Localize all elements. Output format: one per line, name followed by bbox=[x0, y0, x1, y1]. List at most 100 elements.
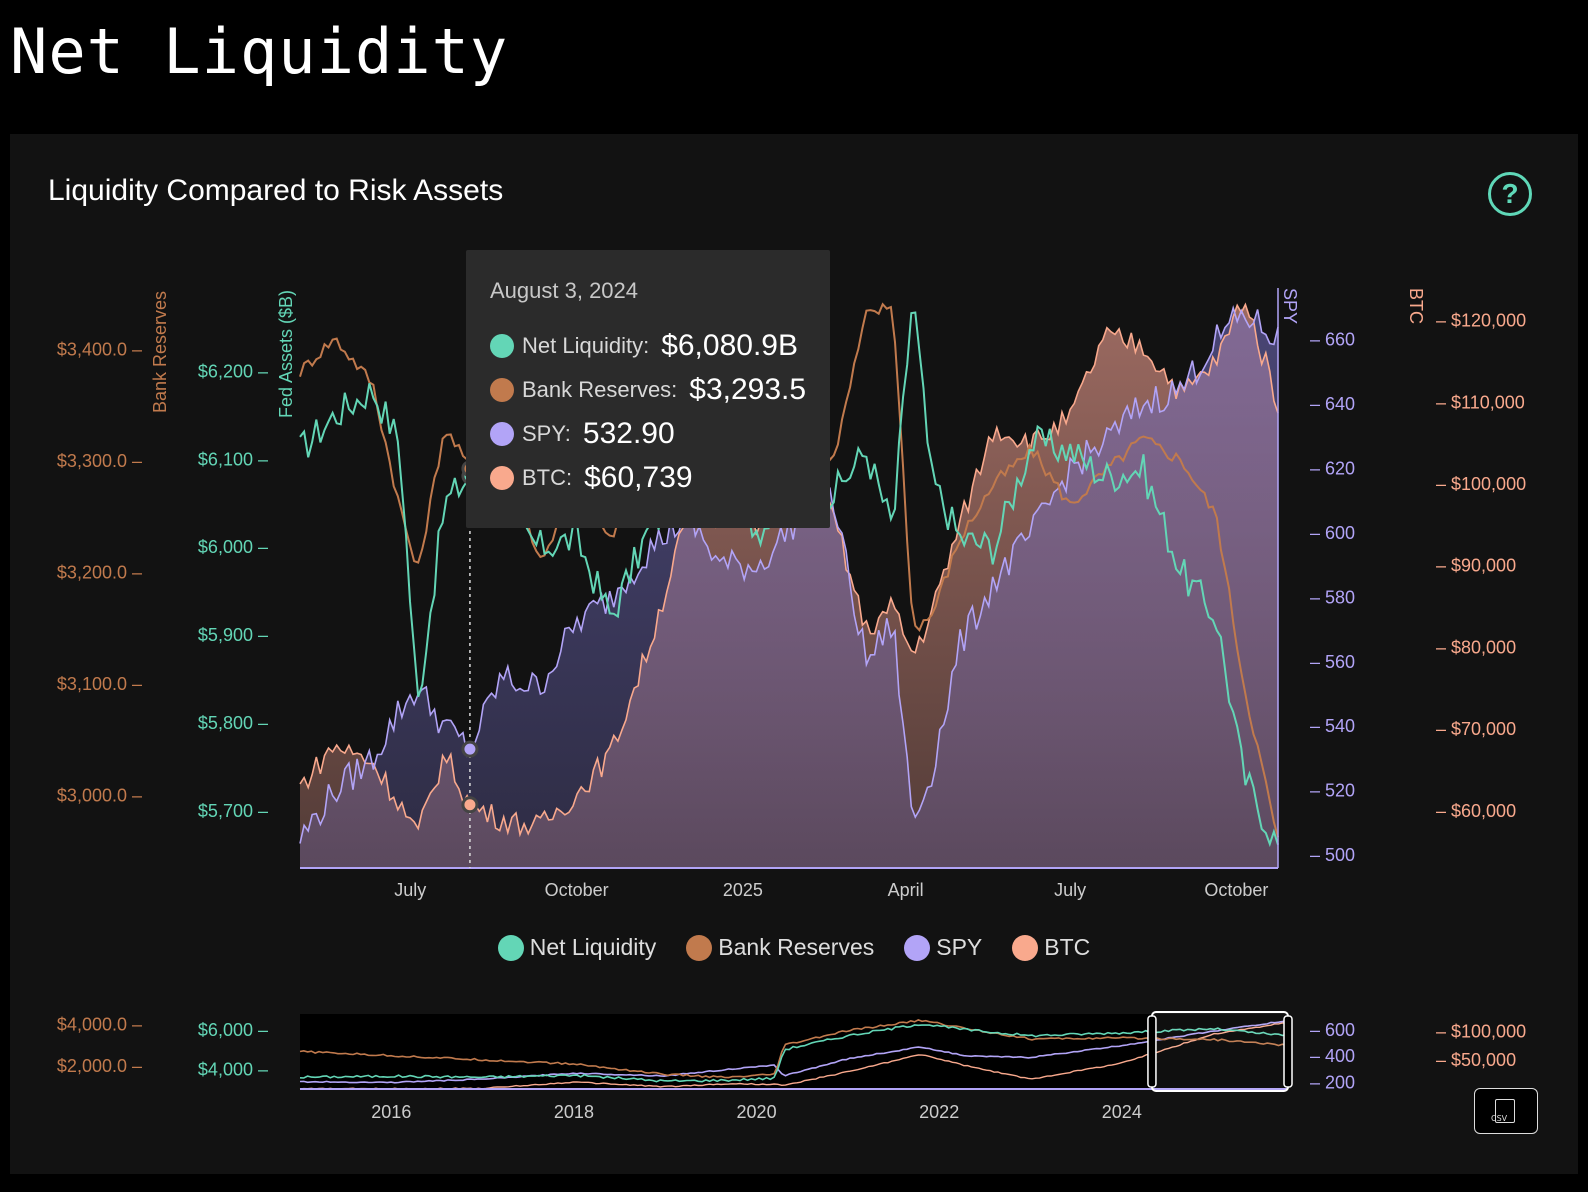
navigator-y-tick-label: $2,000.0 – bbox=[57, 1056, 142, 1076]
y-tick-label: $3,100.0 – bbox=[57, 674, 142, 694]
legend-item-btc[interactable]: BTC bbox=[1012, 934, 1090, 961]
y-tick-label: – $60,000 bbox=[1436, 801, 1516, 821]
y-tick-label: $3,000.0 – bbox=[57, 786, 142, 806]
y-tick-label: – $70,000 bbox=[1436, 719, 1516, 739]
y-tick-label: – 660 bbox=[1310, 330, 1355, 350]
legend-label: Bank Reserves bbox=[718, 934, 875, 960]
hover-tooltip: August 3, 2024 Net Liquidity: $6,080.9B … bbox=[466, 250, 830, 528]
y-tick-label: $3,400.0 – bbox=[57, 339, 142, 359]
tooltip-value: 532.90 bbox=[582, 417, 675, 450]
btc-axis-label: BTC bbox=[1406, 288, 1426, 324]
page-title: Net Liquidity bbox=[10, 15, 509, 88]
y-tick-label: – $110,000 bbox=[1436, 392, 1525, 412]
legend-item-bank-reserves[interactable]: Bank Reserves bbox=[686, 934, 874, 961]
navigator-y-tick-label: $4,000 – bbox=[198, 1059, 268, 1079]
navigator-y-tick-label: – 600 bbox=[1310, 1020, 1355, 1040]
navigator-background bbox=[300, 1014, 1288, 1089]
navigator-selection[interactable] bbox=[1150, 1011, 1290, 1092]
spy-axis-label: SPY bbox=[1280, 288, 1300, 324]
legend-label: BTC bbox=[1044, 934, 1091, 960]
navigator-y-tick-label: $4,000.0 – bbox=[57, 1014, 142, 1034]
navigator-x-tick-label: 2016 bbox=[371, 1102, 411, 1122]
spy-dot-icon bbox=[490, 422, 514, 446]
legend-label: SPY bbox=[936, 934, 983, 960]
navigator-x-tick-label: 2020 bbox=[737, 1102, 777, 1122]
y-tick-label: – 580 bbox=[1310, 587, 1355, 607]
navigator-spy-line bbox=[299, 1019, 1287, 1084]
hover-point bbox=[461, 740, 479, 758]
y-tick-label: $6,100 – bbox=[198, 449, 268, 469]
x-tick-label: July bbox=[1054, 880, 1086, 900]
y-tick-label: – $100,000 bbox=[1436, 474, 1526, 494]
btc-dot-icon bbox=[1012, 934, 1039, 961]
x-tick-label: April bbox=[888, 880, 924, 900]
y-tick-label: – 620 bbox=[1310, 458, 1355, 478]
y-tick-label: – 560 bbox=[1310, 652, 1355, 672]
liquidity-chart[interactable]: July October 2025 April July October $3,000.0 … bbox=[10, 134, 1578, 1174]
fed-assets-axis-label: Fed Assets ($B) bbox=[276, 290, 296, 418]
net-liquidity-dot-icon bbox=[497, 934, 524, 961]
csv-download-button[interactable]: CSV bbox=[1474, 1088, 1538, 1134]
csv-label: CSV bbox=[1491, 1114, 1508, 1123]
navigator-net-liquidity-line bbox=[299, 1024, 1287, 1083]
help-icon[interactable]: ? bbox=[1488, 172, 1532, 216]
y-tick-label: $5,900 – bbox=[198, 625, 268, 645]
y-tick-label: – $120,000 bbox=[1436, 311, 1526, 331]
y-tick-label: – 520 bbox=[1310, 781, 1355, 801]
y-tick-label: – 500 bbox=[1310, 845, 1355, 865]
bank-reserves-dot-icon bbox=[490, 378, 514, 402]
spy-dot-icon bbox=[904, 934, 931, 961]
navigator-x-tick-label: 2022 bbox=[919, 1102, 959, 1122]
navigator-x-tick-label: 2024 bbox=[1102, 1102, 1142, 1122]
y-tick-label: – $80,000 bbox=[1436, 637, 1516, 657]
legend-label: Net Liquidity bbox=[529, 934, 657, 960]
y-tick-label: $6,000 – bbox=[198, 537, 268, 557]
hover-point bbox=[461, 796, 479, 814]
y-tick-label: $3,300.0 – bbox=[57, 451, 142, 471]
y-tick-label: – 540 bbox=[1310, 716, 1355, 736]
tooltip-value: $6,080.9B bbox=[661, 329, 798, 362]
navigator-y-tick-label: – $50,000 bbox=[1436, 1050, 1516, 1070]
y-tick-label: – 640 bbox=[1310, 394, 1355, 414]
chart-card: Liquidity Compared to Risk Assets ? July… bbox=[10, 134, 1578, 1174]
navigator-handle[interactable] bbox=[1283, 1015, 1293, 1088]
legend-item-net-liquidity[interactable]: Net Liquidity bbox=[497, 934, 657, 961]
tooltip-value: $60,739 bbox=[584, 461, 693, 494]
y-tick-label: $3,200.0 – bbox=[57, 562, 142, 582]
tooltip-label: BTC: bbox=[522, 465, 573, 490]
navigator-bank-reserves-line bbox=[299, 1019, 1287, 1079]
tooltip-date: August 3, 2024 bbox=[490, 278, 639, 303]
navigator-y-tick-label: – $100,000 bbox=[1436, 1021, 1526, 1041]
y-tick-label: $6,200 – bbox=[198, 361, 268, 381]
chart-title: Liquidity Compared to Risk Assets bbox=[48, 174, 504, 207]
y-tick-label: – $90,000 bbox=[1436, 556, 1516, 576]
tooltip-row-spy: SPY: 532.90 bbox=[490, 416, 675, 452]
bank-reserves-axis-label: Bank Reserves bbox=[150, 291, 170, 413]
bank-reserves-dot-icon bbox=[686, 934, 713, 961]
x-tick-label: July bbox=[394, 880, 426, 900]
tooltip-row-bank-reserves: Bank Reserves: $3,293.5 bbox=[490, 372, 806, 408]
tooltip-row-btc: BTC: $60,739 bbox=[490, 460, 693, 496]
navigator-y-tick-label: – 200 bbox=[1310, 1072, 1355, 1092]
navigator-y-tick-label: $6,000 – bbox=[198, 1020, 268, 1040]
chart-legend: Net Liquidity Bank Reserves SPY BTC bbox=[10, 934, 1578, 961]
spy-area bbox=[300, 307, 1278, 868]
y-tick-label: $5,800 – bbox=[198, 713, 268, 733]
csv-file-icon bbox=[1495, 1099, 1515, 1123]
tooltip-label: Bank Reserves: bbox=[522, 377, 678, 402]
btc-dot-icon bbox=[490, 466, 514, 490]
navigator-y-tick-label: – 400 bbox=[1310, 1046, 1355, 1066]
navigator-handle[interactable] bbox=[1147, 1015, 1157, 1088]
x-tick-label: October bbox=[545, 880, 609, 900]
tooltip-value: $3,293.5 bbox=[689, 373, 807, 406]
tooltip-row-net-liquidity: Net Liquidity: $6,080.9B bbox=[490, 328, 798, 364]
y-tick-label: – 600 bbox=[1310, 523, 1355, 543]
tooltip-label: SPY: bbox=[522, 421, 571, 446]
x-tick-label: 2025 bbox=[723, 880, 763, 900]
navigator-x-tick-label: 2018 bbox=[554, 1102, 594, 1122]
legend-item-spy[interactable]: SPY bbox=[904, 934, 982, 961]
x-tick-label: October bbox=[1204, 880, 1268, 900]
y-tick-label: $5,700 – bbox=[198, 801, 268, 821]
net-liquidity-dot-icon bbox=[490, 334, 514, 358]
tooltip-label: Net Liquidity: bbox=[522, 333, 650, 358]
